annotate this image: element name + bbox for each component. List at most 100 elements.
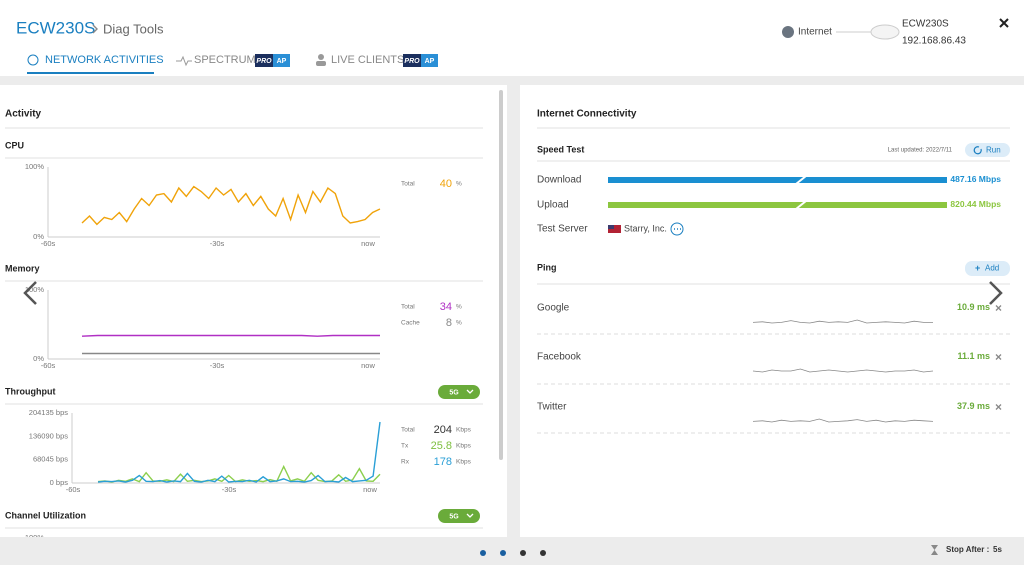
stat-label: Total: [401, 181, 415, 188]
ap-icon: [870, 24, 900, 40]
tab[interactable]: SPECTRUM: [194, 54, 256, 66]
activity-card: [0, 85, 507, 537]
section-title: Channel Utilization: [5, 510, 86, 520]
x-tick-label: -60s: [41, 239, 56, 248]
series-line: [97, 421, 381, 483]
row-label: Upload: [537, 200, 569, 211]
flag: [608, 225, 614, 229]
unit: Mbps: [979, 174, 1001, 184]
badge-text: AP: [425, 58, 435, 65]
page-dot[interactable]: [500, 550, 506, 556]
stat-unit: Kbps: [456, 443, 472, 450]
stat-label: Total: [401, 304, 415, 311]
section-title: Throughput: [5, 386, 55, 396]
stop-value: 5s: [993, 545, 1002, 554]
prev-arrow[interactable]: [23, 281, 37, 305]
badge: [403, 54, 421, 67]
chevron: [92, 24, 98, 34]
y-tick-label: 100%: [25, 285, 45, 294]
band-label: 5G: [449, 513, 459, 520]
add-label: Add: [985, 264, 999, 273]
dropdown-caret: [466, 389, 474, 394]
tab[interactable]: LIVE CLIENTS: [331, 54, 404, 66]
stat-value: 34: [440, 301, 452, 313]
ping-sparkline: [752, 368, 934, 373]
badge-text: AP: [277, 58, 287, 65]
unit: ms: [977, 401, 990, 411]
bar-break: [795, 200, 807, 210]
topology-label: Internet: [798, 27, 832, 38]
x-tick-label: -60s: [66, 485, 81, 494]
ping-target: Google: [537, 303, 570, 314]
page-dot[interactable]: [540, 550, 546, 556]
ping-value: 37.9 ms: [957, 401, 990, 411]
y-tick-label: 0 bps: [50, 478, 69, 487]
y-tick-label: 136090 bps: [29, 431, 68, 440]
stat-label: Total: [401, 427, 415, 434]
y-tick-label: 100%: [25, 162, 45, 171]
stat-value: 178: [434, 456, 452, 468]
speed-value: 820.44 Mbps: [950, 199, 1001, 209]
section-title: Ping: [537, 262, 557, 272]
y-tick-label: 0%: [33, 232, 44, 241]
ping-target: Facebook: [537, 352, 582, 363]
refresh-icon: [973, 146, 982, 155]
value: 10.9: [957, 302, 975, 312]
stat-label: Rx: [401, 459, 410, 466]
stat-value: 40: [440, 178, 452, 190]
speed-bar: [608, 202, 947, 208]
section: Diag Tools: [103, 21, 164, 36]
x-tick-label: -60s: [41, 361, 56, 370]
plus-icon: +: [975, 263, 980, 273]
more-button[interactable]: [670, 222, 684, 236]
remove-button[interactable]: [995, 305, 1002, 311]
remove-button[interactable]: [995, 404, 1002, 410]
x-tick-label: -30s: [222, 485, 237, 494]
badge: [421, 54, 438, 67]
unit: Mbps: [979, 199, 1001, 209]
row-label: Download: [537, 175, 581, 186]
value: 820.44: [950, 199, 976, 209]
section-title: Memory: [5, 263, 40, 273]
page-dot[interactable]: [520, 550, 526, 556]
stat-value: 204: [434, 424, 452, 436]
tab[interactable]: NETWORK ACTIVITIES: [45, 54, 164, 66]
stat-unit: %: [456, 181, 462, 188]
speed-value: 487.16 Mbps: [950, 174, 1001, 184]
hourglass-icon: [931, 545, 938, 555]
badge: [273, 54, 290, 67]
y-tick-label: 68045 bps: [33, 455, 68, 464]
ping-value: 10.9 ms: [957, 302, 990, 312]
unit: ms: [977, 302, 990, 312]
section-title: CPU: [5, 140, 24, 150]
value: 11.1: [957, 351, 974, 361]
band-dropdown[interactable]: [438, 509, 480, 523]
add-button[interactable]: [965, 261, 1010, 276]
badge-text: PRO: [404, 58, 420, 65]
remove-button[interactable]: [995, 354, 1002, 360]
close-button[interactable]: [999, 18, 1009, 28]
stop-label: Stop After :: [946, 545, 989, 554]
value: 487.16: [950, 174, 976, 184]
last-updated: Last updated: 2022/7/11: [888, 148, 953, 154]
unit: ms: [977, 351, 990, 361]
section-title: Speed Test: [537, 144, 584, 154]
ping-sparkline: [752, 418, 934, 423]
stat-unit: %: [456, 304, 462, 311]
page-dot[interactable]: [480, 550, 486, 556]
user-icon: [316, 61, 326, 66]
stat-label: Tx: [401, 443, 409, 450]
band-dropdown[interactable]: [438, 385, 480, 399]
next-arrow[interactable]: [989, 281, 1003, 305]
internet-card: [520, 85, 1024, 537]
dropdown-caret: [466, 513, 474, 518]
x-tick-label: now: [361, 239, 375, 248]
clip: [0, 537, 507, 547]
run-label: Run: [986, 146, 1001, 155]
globe-icon: [27, 54, 39, 66]
topology-device: ECW230S: [902, 19, 949, 30]
flag: [608, 225, 621, 233]
ping-target: Twitter: [537, 402, 567, 413]
bar-break: [795, 175, 807, 185]
series-line: [81, 185, 381, 226]
